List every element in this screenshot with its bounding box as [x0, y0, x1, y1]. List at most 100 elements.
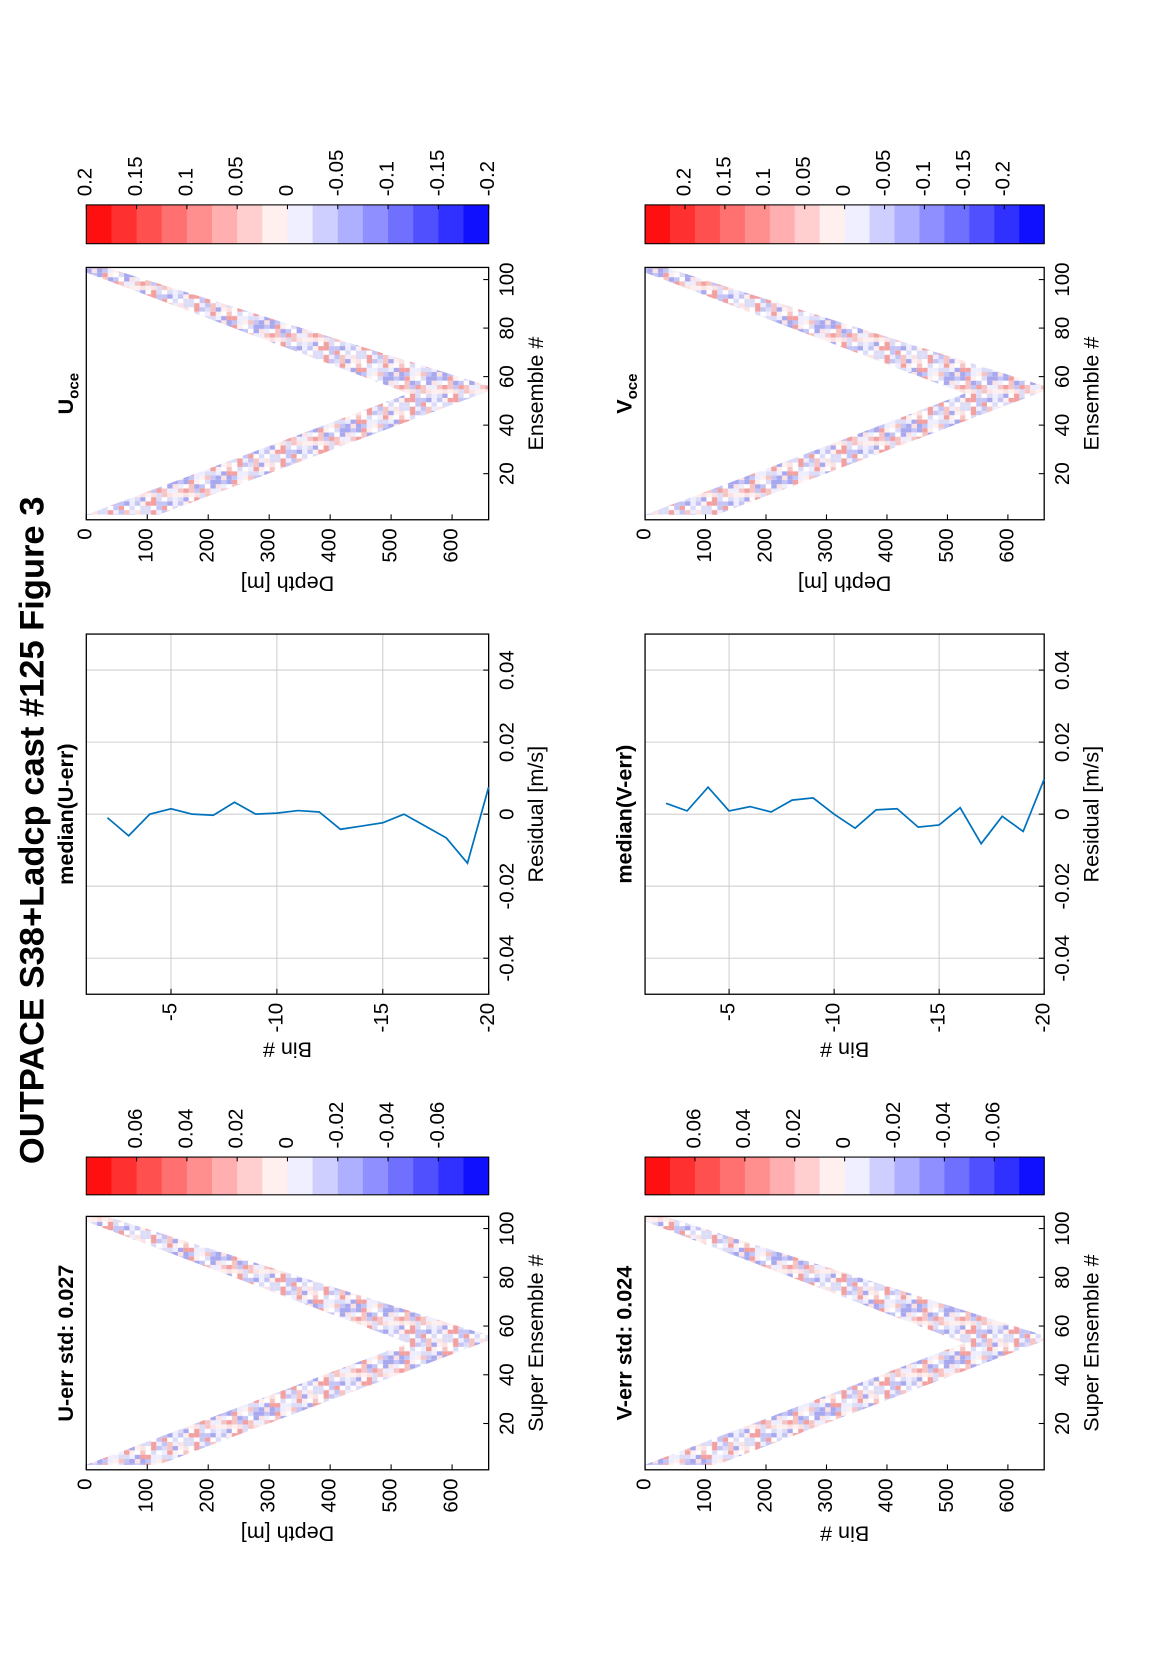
colorbar-tick-label: -0.2	[476, 161, 499, 196]
y-axis-label: Bin #	[820, 1522, 869, 1547]
y-axis-label: Depth [m]	[241, 572, 334, 597]
y-tick-label: 300	[257, 528, 280, 562]
y-axis-label: Depth [m]	[798, 572, 891, 597]
colorbar-step	[719, 204, 746, 244]
y-tick-label: 0	[632, 528, 655, 539]
title-main: U-err std: 0.027	[53, 1265, 78, 1422]
colorbar-tick-label: -0.06	[426, 1102, 449, 1149]
x-tick-label: 40	[1051, 414, 1074, 437]
y-tick-label: 600	[995, 528, 1018, 562]
x-tick-label: 20	[1051, 1412, 1074, 1435]
data-field	[645, 1216, 1045, 1465]
y-tick-label: 0	[632, 1478, 655, 1489]
colorbar-step	[362, 1157, 389, 1195]
colorbar-step	[994, 204, 1020, 244]
colorbar-step	[438, 1157, 465, 1195]
colorbar-tick-label: -0.15	[952, 150, 975, 197]
colorbar-step	[362, 204, 389, 244]
x-tick-label: 20	[495, 462, 518, 485]
colorbar-step	[769, 204, 796, 244]
colorbar-tick-label: -0.04	[375, 1102, 398, 1149]
colorbar-step	[463, 204, 490, 244]
x-tick-label: 60	[495, 365, 518, 388]
colorbar-step	[312, 1157, 339, 1195]
x-tick-label: -0.02	[1051, 863, 1074, 910]
title-sub: oce	[65, 373, 82, 399]
colorbar-step	[1019, 1157, 1045, 1195]
x-tick-label: 60	[495, 1315, 518, 1338]
x-tick-label: 80	[1051, 317, 1074, 340]
y-tick-label: 300	[814, 528, 837, 562]
y-tick-label: 0	[74, 1478, 97, 1489]
x-axis-label: Ensemble #	[1078, 337, 1103, 451]
colorbar-step	[994, 1157, 1020, 1195]
colorbar-tick-label: 0.02	[225, 1109, 248, 1149]
colorbar-step	[794, 1157, 821, 1195]
y-tick-label: -10	[822, 1003, 845, 1033]
y-tick-label: 200	[196, 528, 219, 562]
colorbar-step	[337, 204, 364, 244]
x-tick-label: 0	[1051, 808, 1074, 819]
x-tick-label: 40	[495, 1363, 518, 1386]
colorbar-step	[438, 204, 465, 244]
axes-box	[644, 633, 1045, 995]
colorbar-step	[769, 1157, 796, 1195]
y-tick-label: 100	[135, 528, 158, 562]
x-tick-label: 0.02	[1051, 722, 1074, 762]
data-field	[645, 267, 1045, 515]
y-tick-label: -10	[264, 1003, 287, 1033]
colorbar-step	[794, 204, 821, 244]
colorbar-tick-label: -0.04	[932, 1102, 955, 1149]
y-tick-label: -5	[158, 1003, 181, 1021]
data-line	[106, 786, 490, 865]
colorbar-tick-label: 0.1	[174, 168, 197, 196]
data-field	[86, 1216, 489, 1465]
x-tick-label: 20	[1051, 462, 1074, 485]
y-tick-label: -20	[1032, 1003, 1055, 1033]
colorbar-step	[86, 204, 112, 244]
x-axis-label: Super Ensemble #	[523, 1254, 548, 1431]
y-tick-label: 400	[874, 528, 897, 562]
colorbar-step	[894, 204, 920, 244]
y-tick-label: 400	[318, 528, 341, 562]
x-tick-label: 0	[495, 808, 518, 819]
colorbar-step	[744, 1157, 771, 1195]
colorbar-tick-label: 0.02	[782, 1109, 805, 1149]
colorbar-step	[463, 1157, 490, 1195]
x-tick-label: -0.04	[495, 935, 518, 982]
x-tick-label: 60	[1051, 1315, 1074, 1338]
axes-box	[85, 1215, 490, 1471]
colorbar-tick-label: 0.2	[672, 168, 695, 196]
title-main: U	[53, 399, 78, 415]
y-axis-label: Bin #	[263, 1037, 312, 1062]
x-tick-label: 60	[1051, 365, 1074, 388]
data-field	[86, 267, 489, 515]
colorbar-step	[694, 1157, 721, 1195]
colorbar-tick-label: -0.1	[375, 161, 398, 196]
x-tick-label: 100	[495, 262, 518, 296]
title-main: V-err std: 0.024	[611, 1266, 636, 1421]
colorbar-step	[944, 1157, 970, 1195]
colorbar-step	[844, 1157, 871, 1195]
y-tick-label: 100	[693, 528, 716, 562]
y-axis-label: Depth [m]	[241, 1522, 334, 1547]
panel-title: U-err std: 0.027	[53, 1265, 78, 1422]
x-tick-label: 80	[495, 1266, 518, 1289]
colorbar-step	[388, 1157, 414, 1195]
y-tick-label: 500	[935, 528, 958, 562]
x-tick-label: 80	[495, 317, 518, 340]
colorbar-tick-label: 0.1	[752, 168, 775, 196]
colorbar-step	[262, 204, 289, 244]
colorbar-tick-label: -0.02	[882, 1102, 905, 1149]
y-tick-label: 600	[995, 1478, 1018, 1512]
colorbar-tick-label: -0.05	[325, 150, 348, 197]
colorbar-step	[645, 1157, 671, 1195]
colorbar-step	[237, 204, 263, 244]
colorbar-step	[1019, 204, 1045, 244]
colorbar-step	[819, 204, 846, 244]
x-axis-label: Residual [m/s]	[1078, 746, 1103, 883]
y-tick-label: 500	[379, 1478, 402, 1512]
colorbar-tick-label: -0.15	[426, 150, 449, 197]
colorbar-tick-label: -0.1	[912, 161, 935, 196]
panel-title: Uoce	[53, 373, 83, 415]
